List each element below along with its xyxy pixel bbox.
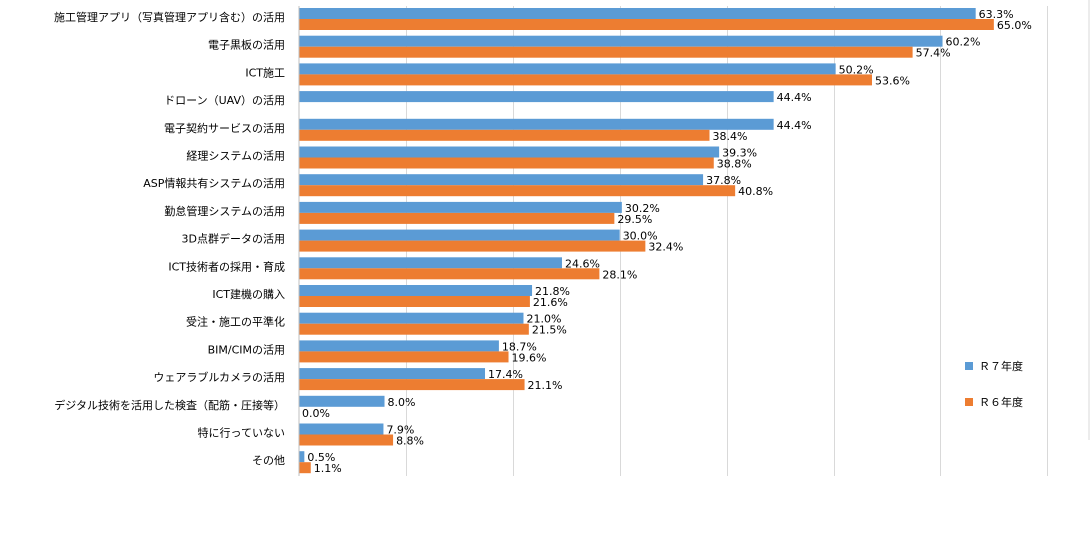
category-label: ICT建機の購入 xyxy=(212,287,285,301)
bar-r6 xyxy=(299,19,994,30)
value-label-r6: 8.8% xyxy=(396,435,424,448)
legend-swatch xyxy=(965,362,973,370)
value-label-r6: 57.4% xyxy=(916,47,951,60)
category-label: 特に行っていない xyxy=(198,426,285,440)
category-label: 受注・施工の平準化 xyxy=(186,315,285,329)
bar-r6 xyxy=(299,296,530,307)
bar-r7 xyxy=(299,174,704,186)
bar-r7 xyxy=(299,340,499,352)
value-label-r7: 21.0% xyxy=(526,313,561,326)
category-label: その他 xyxy=(252,454,285,467)
value-label-r6: 29.5% xyxy=(617,213,652,226)
bar-r6 xyxy=(299,46,913,58)
value-label-r6: 21.1% xyxy=(528,379,563,392)
bar-r7 xyxy=(299,201,622,213)
bar-r6 xyxy=(299,129,710,141)
bar-r6 xyxy=(299,157,714,169)
value-label-r7: 60.2% xyxy=(946,36,981,49)
category-label: デジタル技術を活用した検査（配筋・圧接等） xyxy=(54,398,285,412)
bar-r7 xyxy=(299,91,774,103)
value-label-r6: 65.0% xyxy=(997,19,1032,32)
bar-r6 xyxy=(299,434,394,446)
value-label-r7: 39.3% xyxy=(722,147,757,160)
bars xyxy=(299,8,994,474)
bar-r7 xyxy=(299,368,486,380)
bar-r7 xyxy=(299,395,385,407)
bar-r6 xyxy=(299,351,509,363)
value-label-r6: 21.6% xyxy=(533,296,568,309)
legend-label: Ｒ７年度 xyxy=(979,359,1023,373)
value-labels: 63.3%65.0% 60.2%57.4% 50.2%53.6% 44.4% 44.4%… xyxy=(302,8,1032,475)
category-label: 勤怠管理システムの活用 xyxy=(164,204,285,218)
bar-r6 xyxy=(299,268,600,280)
value-label-r7: 63.3% xyxy=(979,8,1014,21)
category-label: 経理システムの活用 xyxy=(186,150,285,163)
bar-r7 xyxy=(299,8,976,19)
category-label: 電子契約サービスの活用 xyxy=(164,121,285,135)
value-label-r7: 44.4% xyxy=(777,91,812,104)
category-label: ICT技術者の採用・育成 xyxy=(168,259,285,273)
category-label: ウェアラブルカメラの活用 xyxy=(153,370,285,384)
bar-r6 xyxy=(299,185,736,197)
bar-r7 xyxy=(299,229,620,241)
legend-swatch xyxy=(965,398,973,406)
legend-label: Ｒ６年度 xyxy=(979,395,1023,409)
bar-r6 xyxy=(299,74,872,86)
value-label-r7: 18.7% xyxy=(502,340,537,353)
value-label-r7: 24.6% xyxy=(565,257,600,270)
value-label-r6: 28.1% xyxy=(602,268,637,281)
value-label-r6: 53.6% xyxy=(875,74,910,87)
value-label-r6: 0.0% xyxy=(302,407,330,420)
bar-r7 xyxy=(299,312,524,324)
value-label-r6: 38.4% xyxy=(712,130,747,143)
bar-r7 xyxy=(299,146,720,158)
value-label-r7: 7.9% xyxy=(386,424,414,437)
bar-r7 xyxy=(299,257,562,269)
value-label-r7: 17.4% xyxy=(488,368,523,381)
bar-r6 xyxy=(299,462,311,474)
value-label-r6: 21.5% xyxy=(532,324,567,337)
bar-r6 xyxy=(299,240,646,252)
value-label-r7: 30.2% xyxy=(625,202,660,215)
value-label-r7: 8.0% xyxy=(388,396,416,409)
value-label-r6: 40.8% xyxy=(738,185,773,198)
bar-r7 xyxy=(299,423,384,435)
value-label-r6: 38.8% xyxy=(717,158,752,171)
value-label-r7: 37.8% xyxy=(706,174,741,187)
value-label-r7: 50.2% xyxy=(839,63,874,76)
bar-r7 xyxy=(299,451,305,463)
bar-r6 xyxy=(299,212,615,224)
bar-r7 xyxy=(299,118,774,130)
category-label: 施工管理アプリ（写真管理アプリ含む）の活用 xyxy=(54,10,285,24)
value-label-r7: 21.8% xyxy=(535,285,570,298)
bar-r6 xyxy=(299,379,525,391)
category-label: ASP情報共有システムの活用 xyxy=(143,176,285,190)
value-label-r7: 30.0% xyxy=(623,230,658,243)
category-label: BIM/CIMの活用 xyxy=(208,343,285,356)
bar-r7 xyxy=(299,63,836,75)
category-label: ドローン（UAV）の活用 xyxy=(164,94,285,107)
value-label-r6: 1.1% xyxy=(314,462,342,475)
bar-r6 xyxy=(299,323,529,335)
category-label: ICT施工 xyxy=(245,66,285,79)
legend: Ｒ７年度 Ｒ６年度 xyxy=(965,359,1023,409)
value-label-r6: 32.4% xyxy=(648,241,683,254)
value-label-r7: 44.4% xyxy=(777,119,812,132)
value-label-r6: 19.6% xyxy=(512,351,547,364)
category-label: 3D点群データの活用 xyxy=(182,232,285,246)
value-label-r7: 0.5% xyxy=(307,451,335,464)
category-label: 電子黒板の活用 xyxy=(208,38,285,52)
bar-r7 xyxy=(299,285,533,296)
bar-r7 xyxy=(299,35,943,47)
